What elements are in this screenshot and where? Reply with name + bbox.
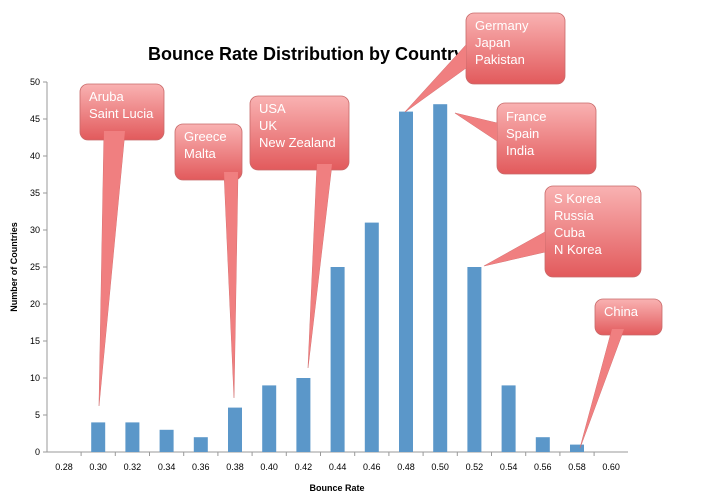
y-tick-label: 0 — [35, 447, 40, 457]
callout-0.48: Germany Japan Pakistan — [404, 12, 566, 113]
chart-title: Bounce Rate Distribution by Country — [148, 44, 464, 64]
x-tick-label: 0.50 — [431, 462, 449, 472]
callout-line: UK — [259, 118, 277, 133]
bar-0.38 — [228, 407, 242, 452]
callout-box — [594, 298, 663, 336]
y-tick-label: 40 — [30, 151, 40, 161]
callout-box — [174, 123, 243, 181]
callout-0.38: Greece Malta — [174, 123, 243, 399]
x-tick-label: 0.46 — [363, 462, 381, 472]
callout-line: N Korea — [554, 242, 602, 257]
x-tick-label: 0.42 — [295, 462, 313, 472]
bar-0.46 — [364, 222, 379, 452]
x-tick-label: 0.44 — [329, 462, 347, 472]
callout-0.52: S Korea Russia Cuba N Korea — [483, 185, 642, 278]
x-tick-label: 0.28 — [55, 462, 73, 472]
callout-line: Greece — [184, 129, 227, 144]
callout-line: Malta — [184, 146, 217, 161]
callout-line: Aruba — [89, 89, 124, 104]
y-axis-label: Number of Countries — [9, 222, 19, 312]
callout-pointer-fill — [224, 172, 238, 398]
x-tick-label: 0.56 — [534, 462, 552, 472]
callout-0.42: USA UK New Zealand — [249, 95, 350, 369]
bar-0.34 — [159, 429, 174, 452]
x-tick-label: 0.30 — [89, 462, 107, 472]
callout-0.30: Aruba Saint Lucia — [79, 83, 165, 407]
callout-pointer-fill — [455, 113, 497, 141]
callout-box — [544, 185, 642, 278]
x-axis-label: Bounce Rate — [309, 483, 364, 493]
x-tick-label: 0.32 — [124, 462, 142, 472]
x-tick-label: 0.58 — [568, 462, 586, 472]
callout-line: Japan — [475, 35, 510, 50]
callouts-group: Aruba Saint Lucia Greece Malta USA UK New Zeal… — [79, 12, 663, 449]
bar-0.42 — [296, 378, 311, 452]
y-tick-label: 20 — [30, 299, 40, 309]
callout-pointer-fill — [580, 329, 624, 448]
bar-0.56 — [535, 437, 550, 452]
callout-line: Russia — [554, 208, 595, 223]
callout-line: France — [506, 109, 546, 124]
callout-line: S Korea — [554, 191, 602, 206]
y-tick-label: 45 — [30, 114, 40, 124]
bar-0.36 — [193, 437, 208, 452]
x-tick-label: 0.34 — [158, 462, 176, 472]
y-tick-label: 30 — [30, 225, 40, 235]
callout-pointer-fill — [405, 45, 466, 112]
x-tick-label: 0.60 — [602, 462, 620, 472]
callout-pointer-fill — [99, 131, 125, 406]
y-tick-label: 35 — [30, 188, 40, 198]
callout-line: Saint Lucia — [89, 106, 154, 121]
x-tick-labels: 0.28 0.30 0.32 0.34 0.36 0.38 0.40 0.42 0.44 0.46… — [55, 452, 620, 472]
callout-line: New Zealand — [259, 135, 336, 150]
callout-pointer-fill — [484, 232, 545, 266]
callout-pointer-fill — [308, 164, 332, 368]
bar-0.52 — [467, 267, 482, 452]
y-tick-label: 50 — [30, 77, 40, 87]
x-tick-label: 0.40 — [260, 462, 278, 472]
y-tick-labels: 0 5 10 15 20 25 30 35 40 45 50 — [30, 77, 47, 457]
x-tick-label: 0.38 — [226, 462, 244, 472]
bar-0.44 — [330, 267, 345, 452]
callout-0.50: France Spain India — [454, 102, 597, 175]
callout-line: Cuba — [554, 225, 586, 240]
x-tick-label: 0.36 — [192, 462, 210, 472]
bar-0.50 — [433, 104, 448, 452]
y-tick-label: 5 — [35, 410, 40, 420]
bar-0.30 — [91, 422, 106, 452]
bars-group — [91, 104, 584, 452]
callout-line: India — [506, 143, 535, 158]
y-tick-label: 25 — [30, 262, 40, 272]
callout-0.58: China — [579, 298, 663, 449]
callout-line: Germany — [475, 18, 529, 33]
x-tick-label: 0.48 — [397, 462, 415, 472]
callout-line: Spain — [506, 126, 539, 141]
bar-0.54 — [501, 385, 516, 452]
y-tick-label: 15 — [30, 336, 40, 346]
callout-line: USA — [259, 101, 286, 116]
bar-0.40 — [262, 385, 277, 452]
x-tick-label: 0.52 — [466, 462, 484, 472]
x-tick-label: 0.54 — [500, 462, 518, 472]
callout-line: China — [604, 304, 639, 319]
callout-line: Pakistan — [475, 52, 525, 67]
bar-0.32 — [125, 422, 140, 452]
callout-box — [249, 95, 350, 171]
bar-0.48 — [399, 111, 413, 452]
y-tick-label: 10 — [30, 373, 40, 383]
bar-0.58 — [570, 444, 584, 452]
